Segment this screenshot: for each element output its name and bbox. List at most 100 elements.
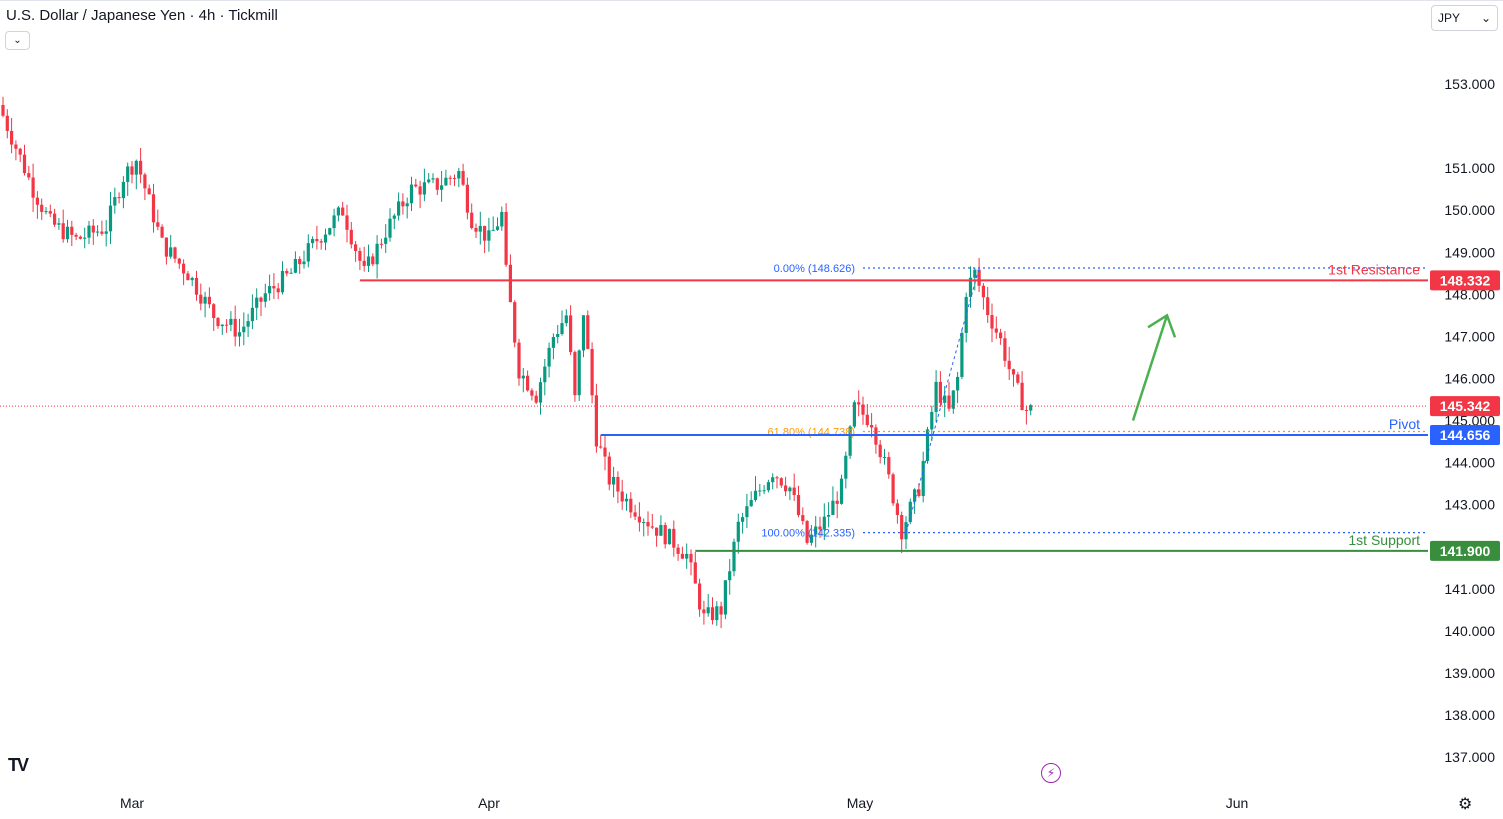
candle-body	[250, 307, 254, 322]
candle-body	[134, 160, 138, 175]
currency-select[interactable]: JPY ⌄	[1431, 5, 1498, 31]
candle-body	[349, 229, 353, 245]
candle-body	[10, 130, 14, 145]
candle-body	[435, 178, 439, 190]
candle-body	[741, 517, 745, 522]
candle-body	[1007, 360, 1011, 370]
candle-body	[379, 243, 383, 245]
collapse-button[interactable]: ⌄	[5, 31, 30, 50]
candle-body	[470, 212, 474, 228]
candle-body	[551, 337, 555, 348]
candle-body	[100, 231, 104, 234]
candle-body	[401, 201, 405, 207]
candle-body	[182, 263, 186, 274]
candle-body	[169, 247, 173, 257]
candle-body	[732, 541, 736, 572]
candle-body	[354, 244, 358, 251]
candle-body	[513, 302, 517, 343]
candle-body	[212, 304, 216, 319]
candle-body	[689, 553, 693, 563]
candle-body	[147, 188, 151, 195]
candle-body	[418, 186, 422, 195]
y-tick-label: 153.000	[1444, 76, 1495, 92]
candle-body	[882, 457, 887, 459]
candle-body	[633, 512, 637, 517]
candle-body	[22, 154, 27, 174]
candle-body	[427, 179, 431, 183]
candle-body	[332, 215, 336, 229]
candle-body	[994, 328, 998, 333]
candle-body	[465, 184, 469, 213]
candle-body	[925, 429, 930, 462]
candle-body	[999, 332, 1003, 339]
candle-body	[560, 323, 564, 334]
candle-body	[839, 478, 844, 504]
candle-body	[177, 258, 181, 264]
y-tick-label: 150.000	[1444, 202, 1495, 218]
candle-body	[710, 607, 715, 621]
candle-body	[366, 256, 371, 266]
candle-body	[405, 203, 409, 207]
candle-body	[113, 197, 117, 206]
candle-body	[693, 562, 697, 584]
candle-body	[508, 264, 512, 303]
candle-body	[216, 318, 220, 327]
candle-body	[1020, 382, 1024, 411]
y-tick-label: 144.000	[1444, 455, 1495, 471]
candle-body	[83, 237, 87, 239]
candle-body	[233, 318, 237, 337]
candle-body	[771, 477, 775, 483]
candle-body	[1024, 410, 1028, 412]
candle-body	[491, 229, 495, 231]
y-tick-label: 149.000	[1444, 244, 1495, 260]
candle-body	[706, 607, 710, 614]
candle-body	[53, 213, 57, 225]
candle-body	[581, 315, 586, 351]
y-tick-label: 143.000	[1444, 497, 1495, 513]
tradingview-logo[interactable]: TV	[8, 755, 29, 775]
candle-body	[620, 491, 624, 502]
candle-body	[397, 201, 401, 216]
pivot-label: Pivot	[1389, 416, 1420, 432]
currency-label: JPY	[1438, 11, 1461, 25]
candle-body	[65, 226, 70, 240]
gear-icon[interactable]: ⚙	[1458, 796, 1473, 813]
candle-body	[306, 243, 310, 262]
candle-body	[543, 366, 547, 383]
candle-body	[229, 318, 233, 325]
candle-body	[827, 514, 831, 517]
candle-body	[573, 352, 577, 396]
candle-body	[719, 606, 723, 615]
candle-body	[556, 333, 560, 338]
candle-body	[766, 482, 770, 491]
candle-body	[715, 606, 719, 621]
fib-618-label: 61.80% (144.738)	[768, 427, 855, 439]
candle-body	[186, 273, 190, 281]
fib-trend-line	[905, 267, 980, 533]
candle-body	[603, 447, 607, 457]
support-label: 1st Support	[1348, 532, 1420, 548]
candle-body	[199, 294, 203, 304]
bullish-arrow-shaft	[1131, 314, 1169, 421]
candle-body	[831, 500, 835, 515]
candle-body	[18, 148, 22, 155]
candle-body	[913, 489, 917, 502]
candle-body	[564, 315, 568, 324]
candle-body	[35, 197, 39, 205]
x-tick-label: May	[847, 795, 873, 811]
candle-body	[341, 207, 345, 216]
candle-body	[629, 498, 633, 513]
candle-body	[409, 184, 414, 204]
candle-body	[904, 522, 908, 540]
candle-body	[526, 375, 530, 391]
candle-body	[345, 215, 349, 230]
chevron-down-icon: ⌄	[1480, 11, 1491, 25]
candle-body	[655, 527, 659, 536]
candle-body	[667, 528, 672, 545]
candle-body	[784, 485, 788, 492]
candle-body	[646, 522, 650, 527]
lightning-icon[interactable]: ⚡	[1041, 763, 1061, 783]
candle-body	[207, 296, 211, 305]
candle-body	[328, 228, 332, 235]
